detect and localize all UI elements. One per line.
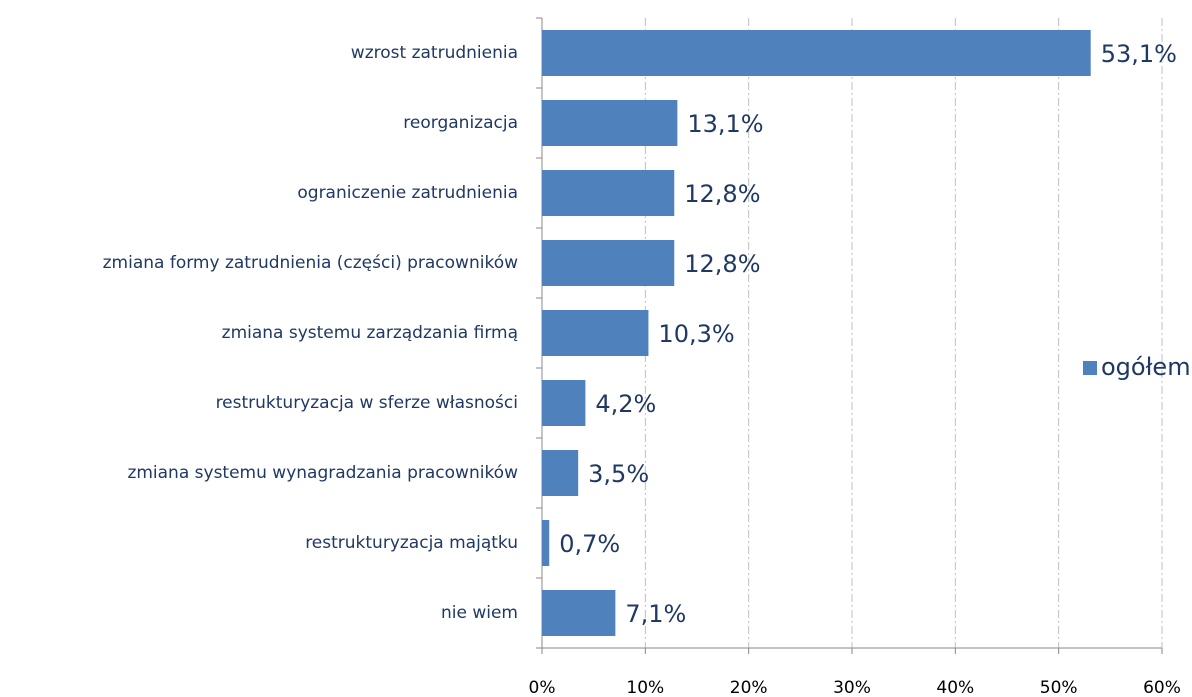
x-tick-label: 60% [1143, 678, 1181, 697]
value-label: 4,2% [595, 390, 656, 418]
bar [542, 380, 586, 426]
y-tick-label: zmiana formy zatrudnienia (części) praco… [103, 253, 518, 273]
value-label: 53,1% [1101, 40, 1177, 68]
value-label: 3,5% [588, 460, 649, 488]
y-tick-label: ograniczenie zatrudnienia [297, 183, 518, 203]
bar [542, 170, 675, 216]
x-tick-label: 30% [833, 678, 871, 697]
value-label: 7,1% [625, 600, 686, 628]
bar [542, 590, 616, 636]
value-label: 12,8% [684, 250, 760, 278]
bar [542, 30, 1091, 76]
y-tick-label: zmiana systemu zarządzania firmą [222, 323, 518, 343]
legend-swatch [1083, 361, 1097, 375]
bar [542, 240, 675, 286]
value-label: 13,1% [687, 110, 763, 138]
legend-label: ogółem [1101, 353, 1191, 381]
y-tick-label: reorganizacja [403, 113, 518, 133]
y-tick-label: restrukturyzacja majątku [305, 533, 518, 553]
x-tick-label: 50% [1040, 678, 1078, 697]
bar [542, 310, 649, 356]
x-tick-label: 0% [529, 678, 556, 697]
value-label: 0,7% [559, 530, 620, 558]
y-tick-label: nie wiem [441, 603, 518, 623]
x-tick-label: 10% [626, 678, 664, 697]
y-tick-label: wzrost zatrudnienia [351, 43, 518, 63]
bar [542, 450, 579, 496]
value-label: 12,8% [684, 180, 760, 208]
bar [542, 520, 550, 566]
x-tick-label: 20% [730, 678, 768, 697]
bar [542, 100, 678, 146]
value-label: 10,3% [658, 320, 734, 348]
y-tick-label: zmiana systemu wynagradzania pracowników [127, 463, 518, 483]
x-tick-label: 40% [936, 678, 974, 697]
y-tick-label: restrukturyzacja w sferze własności [216, 393, 518, 413]
